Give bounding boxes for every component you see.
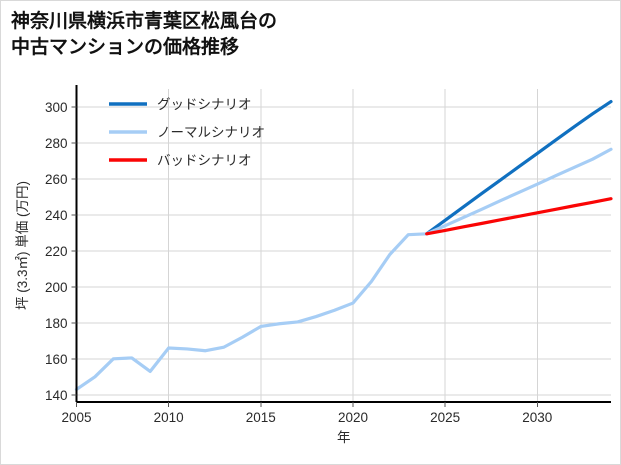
axis-title-layer: 年 坪 (3.3㎡) 単価 (万円): [15, 181, 351, 445]
series-line-bad: [425, 197, 613, 236]
x-axis-title: 年: [337, 430, 351, 445]
series-line-normal: [74, 147, 613, 392]
x-tick-label: 2005: [61, 410, 91, 425]
legend-label-0[interactable]: グッドシナリオ: [157, 97, 252, 112]
x-tick-label: 2020: [338, 410, 368, 425]
y-tick-label: 260: [45, 172, 68, 187]
series-layer: [74, 99, 613, 392]
x-tick-label: 2010: [154, 410, 184, 425]
legend-label-2[interactable]: バッドシナリオ: [157, 153, 252, 168]
x-tick-label: 2030: [522, 410, 552, 425]
page-title: 神奈川県横浜市青葉区松風台の 中古マンションの価格推移: [11, 11, 278, 58]
y-axis-title: 坪 (3.3㎡) 単価 (万円): [15, 181, 30, 310]
y-tick-label: 300: [45, 100, 68, 115]
x-tick-label: 2025: [430, 410, 460, 425]
tick-label-layer: 140 160 180 200 220 240 260 280 300 2005 2010 2015 2…: [45, 100, 552, 425]
y-tick-label: 240: [45, 208, 68, 223]
series-line-good: [425, 99, 613, 236]
y-tick-label: 200: [45, 280, 68, 295]
y-tick-label: 160: [45, 352, 68, 367]
legend-label-1[interactable]: ノーマルシナリオ: [157, 125, 265, 140]
y-tick-label: 280: [45, 136, 68, 151]
y-tick-label: 220: [45, 244, 68, 259]
y-tick-label: 140: [45, 388, 68, 403]
x-tick-label: 2015: [246, 410, 276, 425]
axis-layer: [71, 85, 611, 407]
y-tick-label: 180: [45, 316, 68, 331]
